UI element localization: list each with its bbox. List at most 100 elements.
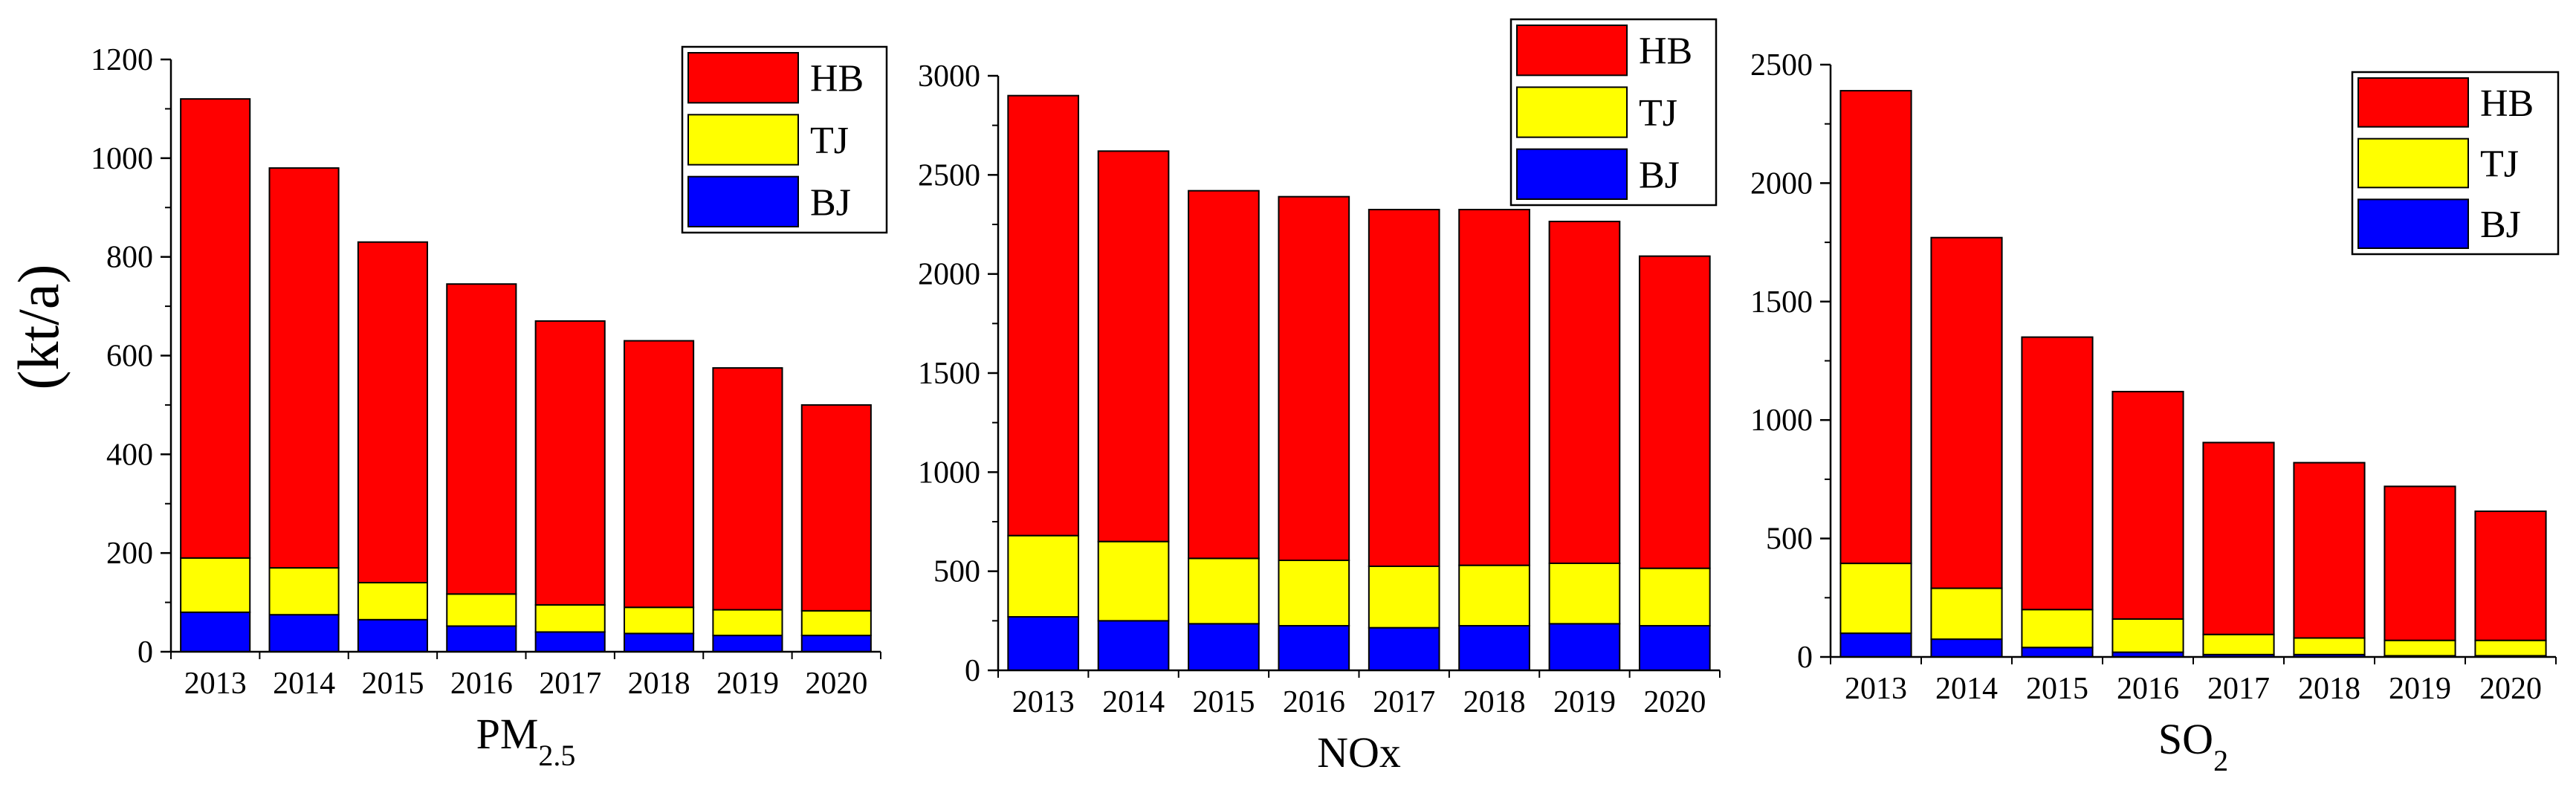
x-tick-label: 2013 [1012,685,1075,719]
bar-tj-2016 [446,593,517,627]
bar-hb-2019 [1548,221,1621,564]
y-tick-label: 500 [1766,522,1813,557]
bar-bj-2013 [1007,616,1080,671]
bar-bj-2015 [2021,647,2094,658]
y-tick-label: 0 [1797,641,1813,675]
bar-tj-2015 [1188,557,1260,625]
legend-label-tj: TJ [2480,143,2519,186]
y-tick-label: 500 [933,555,980,589]
x-axis-title-nox: NOx [1317,728,1401,777]
legend-label-tj: TJ [810,120,849,162]
bar-hb-2017 [534,320,606,606]
bar-hb-2013 [180,98,251,559]
x-tick-label: 2018 [2298,672,2360,706]
y-tick-label: 1000 [91,142,153,176]
bar-tj-2015 [357,582,428,621]
bar-bj-2014 [1097,620,1170,671]
bar-hb-2020 [800,404,872,612]
bar-hb-2017 [1368,209,1440,567]
bar-hb-2017 [2202,441,2275,635]
x-tick-label: 2016 [1283,685,1345,719]
legend-label-hb: HB [810,58,864,100]
bar-hb-2014 [1097,150,1170,543]
x-tick-label: 2016 [450,667,513,701]
chart-panel-so2: 2013 2014 2015 2016 2017 2018 2019 2020 0 500 1000… [1750,48,2560,777]
x-axis-title-text: NOx [1317,728,1401,777]
bar-hb-2018 [624,340,695,609]
y-tick-label: 1000 [1750,404,1813,438]
bar-bj-2020 [1638,625,1711,671]
bar-hb-2013 [1007,94,1080,537]
legend-label-bj: BJ [1639,154,1680,196]
bar-tj-2013 [1007,534,1080,618]
bar-tj-2017 [2202,633,2275,655]
x-tick-label: 2018 [628,667,690,701]
bar-tj-2018 [624,606,695,635]
legend-swatch-tj [2357,137,2469,189]
x-axis-title-so2: SO2 [2158,715,2228,777]
bar-hb-2016 [446,283,517,595]
x-tick-label: 2013 [1845,672,1907,706]
legend-swatch-tj [1516,86,1628,138]
bar-tj-2017 [1368,566,1440,629]
y-tick-label: 1000 [918,456,980,490]
chart-panel-nox: 2013 2014 2015 2016 2017 2018 2019 2020 0 500 1000… [918,18,1721,777]
x-tick-label: 2016 [2117,672,2179,706]
x-tick-label: 2018 [1463,685,1526,719]
legend-swatch-bj [687,175,799,228]
bar-tj-2014 [1930,587,2003,641]
x-axis-title-text: SO [2158,715,2213,763]
bar-hb-2019 [712,367,783,611]
legend-swatch-hb [2357,77,2469,128]
bar-bj-2014 [268,614,340,652]
bar-bj-2014 [1930,638,2003,658]
x-tick-label: 2015 [2026,672,2088,706]
y-tick-label: 1500 [1750,285,1813,320]
bar-hb-2016 [2111,390,2184,620]
bar-hb-2019 [2384,485,2456,641]
x-tick-label: 2017 [2207,672,2270,706]
legend-label-hb: HB [2480,82,2534,125]
legend-label-tj: TJ [1639,92,1677,135]
bar-tj-2013 [180,557,251,613]
y-tick-label: 0 [965,654,980,688]
bar-tj-2017 [534,603,606,633]
legend-swatch-tj [687,114,799,166]
bar-hb-2018 [1458,209,1530,566]
bar-tj-2016 [2111,618,2184,653]
bar-bj-2019 [1548,623,1621,671]
y-tick-label: 0 [137,635,153,670]
bar-tj-2020 [800,609,872,637]
x-axis-title-pm25: PM2.5 [476,710,576,772]
x-axis-title-subscript: 2 [2213,744,2228,777]
x-tick-label: 2013 [184,667,247,701]
legend-label-hb: HB [1639,30,1692,73]
x-tick-label: 2014 [273,667,335,701]
bar-bj-2017 [534,631,606,653]
x-tick-label: 2017 [1373,685,1435,719]
bar-bj-2015 [357,618,428,652]
bar-bj-2013 [1839,632,1912,658]
x-tick-label: 2014 [1935,672,1998,706]
bar-bj-2013 [180,611,251,652]
bar-bj-2018 [1458,625,1530,671]
bar-bj-2017 [1368,626,1440,672]
bar-bj-2016 [1278,625,1350,671]
x-tick-label: 2019 [2389,672,2451,706]
x-tick-label: 2019 [1553,685,1616,719]
bar-bj-2016 [446,625,517,652]
x-tick-label: 2015 [361,667,424,701]
y-axis-label: (kt/a) [6,265,71,390]
bar-tj-2014 [268,567,340,616]
legend-swatch-bj [2357,198,2469,250]
y-tick-label: 2000 [918,258,980,292]
legend-swatch-hb [687,52,799,104]
bar-tj-2013 [1839,563,1912,635]
bar-tj-2014 [1097,540,1170,622]
x-tick-label: 2014 [1102,685,1165,719]
y-tick-label: 600 [106,340,153,374]
bar-tj-2018 [1458,564,1530,627]
legend-swatch-bj [1516,148,1628,201]
bar-tj-2018 [2293,637,2366,655]
